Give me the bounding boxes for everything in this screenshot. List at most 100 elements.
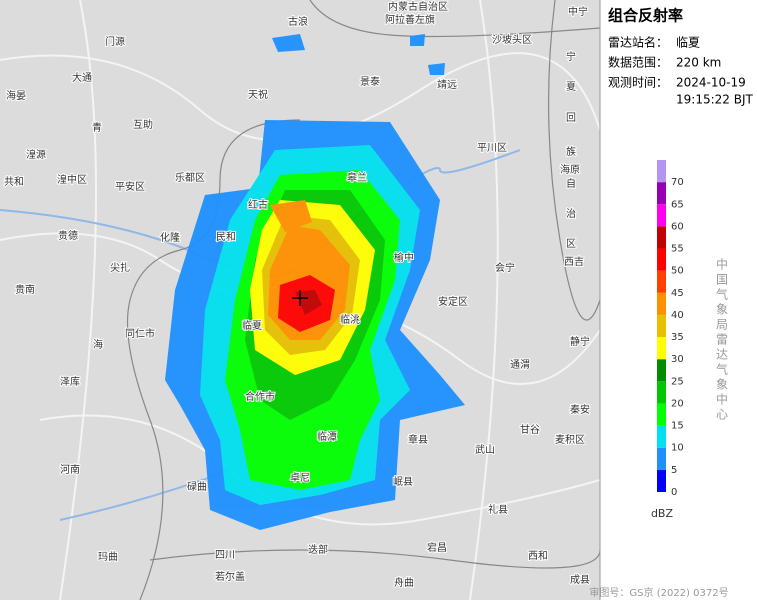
place-label: 互助	[133, 118, 153, 131]
legend-label: 30	[671, 354, 684, 365]
place-label: 宕昌	[427, 541, 447, 554]
legend-swatch	[657, 182, 666, 205]
legend-swatch	[657, 447, 666, 470]
legend-label: 20	[671, 398, 684, 409]
place-label: 古浪	[288, 15, 308, 28]
place-label: 河南	[60, 463, 80, 476]
place-label: 卓尼	[290, 472, 310, 484]
place-label: 静宁	[570, 335, 590, 348]
time-label: 观测时间：	[608, 76, 668, 90]
legend-label: 60	[671, 221, 684, 232]
place-label: 贵南	[15, 283, 35, 296]
place-label: 秦安	[570, 403, 590, 416]
legend-label: 40	[671, 310, 684, 321]
legend-swatch	[657, 204, 666, 227]
place-label: 合作市	[245, 390, 275, 403]
place-label: 榆中	[394, 251, 414, 264]
panel-title: 组合反射率	[608, 7, 683, 25]
approval-number: 审图号：GS京 (2022) 0372号	[589, 586, 728, 599]
place-label: 岷县	[393, 476, 413, 488]
place-label: 青	[92, 121, 102, 134]
legend-label: 65	[671, 199, 684, 210]
legend-unit: dBZ	[651, 507, 674, 520]
radar-echo	[165, 34, 465, 530]
agency-name: 中国气象局雷达气象中心	[715, 257, 729, 423]
legend-label: 70	[671, 177, 684, 188]
place-label: 中宁	[568, 5, 588, 18]
place-label: 景泰	[360, 75, 380, 88]
legend-label: 45	[671, 288, 684, 299]
place-label: 贵德	[58, 229, 78, 242]
time-date: 2024-10-19	[676, 76, 746, 90]
legend-swatch	[657, 359, 666, 382]
place-label: 天祝	[248, 88, 268, 101]
place-label: 同仁市	[125, 327, 155, 340]
place-label: 礼县	[488, 503, 508, 516]
place-label: 舟曲	[394, 576, 414, 589]
place-label: 海原	[560, 163, 580, 176]
place-label: 成县	[570, 574, 590, 586]
place-label: 章县	[408, 433, 428, 446]
place-label: 宁	[566, 50, 576, 63]
place-label: 门源	[105, 35, 125, 48]
place-label: 海	[93, 338, 103, 351]
time-clock: 19:15:22 BJT	[676, 93, 753, 107]
place-label: 族	[566, 145, 576, 158]
legend-label: 50	[671, 266, 684, 277]
place-label: 甘谷	[520, 423, 540, 436]
station: 临夏	[676, 36, 700, 50]
legend-swatch	[657, 469, 666, 492]
legend-label: 35	[671, 332, 684, 343]
place-label: 内蒙古自治区	[388, 0, 448, 13]
legend-swatch	[657, 314, 666, 338]
place-label: 尖扎	[110, 261, 130, 274]
place-label: 会宁	[495, 261, 515, 274]
place-label: 临夏	[242, 319, 262, 332]
legend-label: 5	[671, 465, 677, 476]
place-label: 大通	[72, 71, 92, 84]
place-label: 湟中区	[57, 173, 87, 186]
place-label: 四川	[215, 550, 235, 561]
place-label: 通渭	[510, 359, 530, 371]
info-panel	[600, 0, 757, 600]
place-label: 化隆	[160, 231, 180, 244]
place-label: 红古	[248, 198, 268, 211]
legend-swatch	[657, 270, 666, 293]
place-label: 共和	[4, 176, 24, 188]
place-label: 麦积区	[555, 434, 585, 446]
legend-swatch	[657, 292, 666, 315]
place-label: 泽库	[60, 375, 80, 388]
place-label: 民和	[216, 231, 236, 243]
place-label: 自	[566, 177, 576, 190]
place-label: 海晏	[6, 89, 26, 102]
legend-label: 10	[671, 443, 684, 454]
radar-station-marker	[292, 290, 308, 306]
place-label: 若尔盖	[215, 570, 245, 583]
place-label: 武山	[475, 443, 495, 456]
borders	[126, 0, 601, 600]
place-label: 迭部	[308, 543, 328, 556]
place-label: 阿拉善左旗	[385, 13, 435, 26]
place-label: 湟源	[26, 148, 46, 161]
legend-swatch	[657, 381, 666, 404]
legend-swatch	[657, 160, 666, 183]
place-label: 安定区	[438, 295, 468, 308]
place-label: 沙坡头区	[492, 33, 532, 46]
place-label: 靖远	[437, 78, 457, 91]
place-label: 平川区	[477, 142, 507, 154]
legend-label: 55	[671, 244, 684, 255]
place-label: 平安区	[115, 180, 145, 193]
station-label: 雷达站名：	[608, 35, 668, 50]
place-label: 乐都区	[175, 172, 205, 184]
place-label: 回	[566, 112, 576, 124]
place-label: 区	[566, 238, 576, 250]
legend-swatch	[657, 425, 666, 448]
legend-swatch	[657, 403, 666, 426]
legend-label: 0	[671, 487, 677, 498]
place-label: 临潭	[317, 430, 337, 443]
place-label: 临洮	[340, 313, 360, 326]
range-label: 数据范围：	[608, 55, 668, 70]
